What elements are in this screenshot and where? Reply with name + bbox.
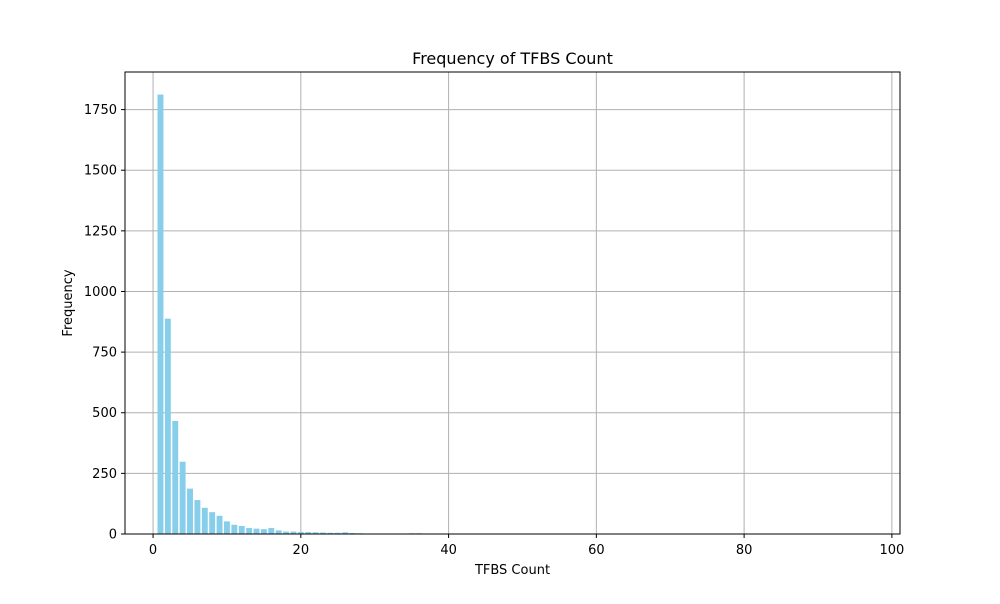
y-tick-label: 1750 bbox=[84, 103, 117, 118]
y-tick-label: 250 bbox=[92, 467, 117, 482]
y-tick-label: 0 bbox=[109, 528, 117, 543]
bar bbox=[158, 95, 164, 534]
bar bbox=[172, 421, 178, 534]
bar bbox=[209, 512, 215, 534]
y-tick-label: 1500 bbox=[84, 164, 117, 179]
x-tick-label: 80 bbox=[736, 543, 753, 558]
x-tick-label: 60 bbox=[588, 543, 605, 558]
x-tick-label: 0 bbox=[149, 543, 157, 558]
bar bbox=[187, 489, 193, 534]
bar bbox=[165, 319, 171, 534]
bar bbox=[194, 500, 200, 534]
bar bbox=[231, 525, 237, 534]
bar bbox=[217, 516, 223, 534]
bar bbox=[268, 528, 274, 534]
bar bbox=[239, 526, 245, 534]
y-tick-label: 1000 bbox=[84, 285, 117, 300]
x-tick-label: 40 bbox=[440, 543, 457, 558]
bar bbox=[246, 528, 252, 534]
x-tick-label: 100 bbox=[879, 543, 904, 558]
bar bbox=[202, 508, 208, 534]
y-tick-label: 750 bbox=[92, 346, 117, 361]
y-tick-label: 500 bbox=[92, 406, 117, 421]
bar bbox=[180, 462, 186, 534]
bar bbox=[224, 521, 230, 534]
bar bbox=[261, 529, 267, 534]
y-tick-label: 1250 bbox=[84, 224, 117, 239]
bar bbox=[254, 529, 260, 534]
chart-title: Frequency of TFBS Count bbox=[412, 49, 613, 68]
x-axis-label: TFBS Count bbox=[474, 563, 550, 578]
x-tick-label: 20 bbox=[293, 543, 310, 558]
y-axis-label: Frequency bbox=[61, 269, 76, 336]
bar bbox=[276, 530, 282, 534]
